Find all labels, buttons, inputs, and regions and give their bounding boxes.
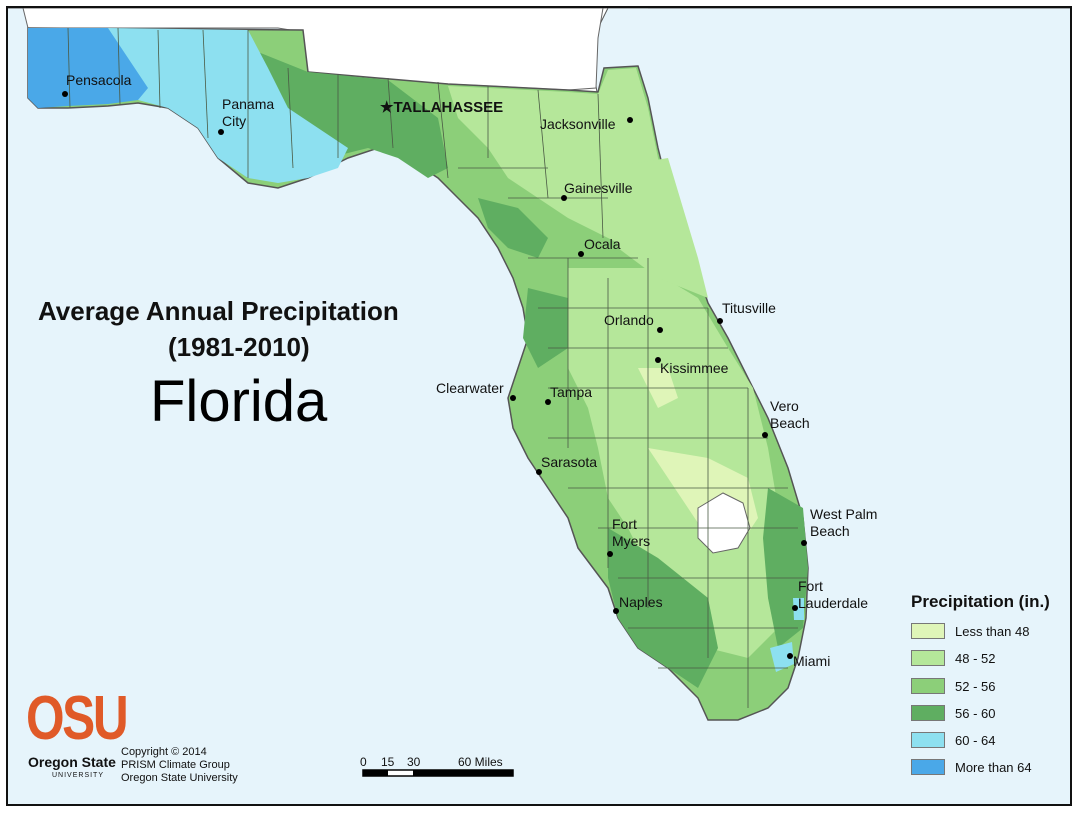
zone-over-64 <box>28 28 148 108</box>
legend-item: 52 - 56 <box>911 677 995 695</box>
copyright-text: Copyright © 2014 <box>121 746 207 758</box>
legend-label: 56 - 60 <box>955 705 996 721</box>
map-canvas <box>8 8 1070 777</box>
legend-swatch <box>911 759 945 775</box>
org-text: Oregon State University <box>121 772 238 784</box>
city-label: West Palm Beach <box>810 506 878 539</box>
legend-title: Precipitation (in.) <box>911 592 1050 611</box>
legend-item: 60 - 64 <box>911 731 995 749</box>
city-label: Ocala <box>584 236 621 252</box>
city-label: Gainesville <box>564 180 633 196</box>
scale-tick: 15 <box>381 755 395 769</box>
scale-tick: 60 Miles <box>458 755 503 769</box>
zone-56-60-bigbend <box>478 198 548 258</box>
city-label: Kissimmee <box>660 360 729 376</box>
scale-bar <box>362 769 514 777</box>
zone-60-64-ftl <box>793 598 804 620</box>
capital-name: TALLAHASSEE <box>393 99 504 116</box>
legend-swatch <box>911 732 945 748</box>
zone-60-64-panhandle <box>108 28 348 183</box>
map-frame: Average Annual Precipitation (1981-2010)… <box>6 6 1072 806</box>
scale-tick: 30 <box>407 755 421 769</box>
capital-label: ★TALLAHASSEE <box>380 99 504 116</box>
state-name: Florida <box>150 369 328 434</box>
legend-label: Less than 48 <box>955 623 1030 639</box>
legend-label: 48 - 52 <box>955 650 996 666</box>
credits-text: Copyright © 2014 PRISM Climate Group Ore… <box>121 746 238 785</box>
city-dots <box>62 91 807 659</box>
city-label: Sarasota <box>541 454 598 470</box>
zone-60-64-miami <box>770 642 794 672</box>
map-title: Average Annual Precipitation <box>38 296 399 326</box>
zone-56-60-southwest <box>608 528 718 688</box>
legend-swatch <box>911 705 945 721</box>
city-label: Fort Myers <box>612 516 651 549</box>
city-label: Panama City <box>222 96 275 129</box>
map-subtitle: (1981-2010) <box>168 332 310 362</box>
osu-logo-university: UNIVERSITY <box>52 772 105 779</box>
lake-okeechobee <box>697 492 751 554</box>
group-text: PRISM Climate Group <box>121 759 230 771</box>
city-label: Clearwater <box>436 380 504 396</box>
city-label: Titusville <box>722 300 776 316</box>
legend-item: More than 64 <box>911 758 1032 776</box>
zone-48-52-east <box>608 158 708 298</box>
osu-logo: OSU <box>26 684 129 753</box>
zone-56-60-panhandle <box>248 48 448 178</box>
county-lines <box>67 27 808 708</box>
legend-label: 60 - 64 <box>955 732 996 748</box>
legend-item: Less than 48 <box>911 622 1029 640</box>
city-label: Orlando <box>604 312 654 328</box>
legend-swatch <box>911 650 945 666</box>
osu-logo-name: Oregon State <box>28 754 116 770</box>
legend-swatch <box>911 623 945 639</box>
scale-tick: 0 <box>360 755 367 769</box>
city-label: Jacksonville <box>540 116 616 132</box>
city-label: Naples <box>619 594 663 610</box>
legend-item: 56 - 60 <box>911 704 995 722</box>
legend-label: More than 64 <box>955 759 1032 775</box>
legend-swatch <box>911 678 945 694</box>
legend-label: 52 - 56 <box>955 678 996 694</box>
city-label: Miami <box>793 653 831 669</box>
city-label: Fort Lauderdale <box>798 578 869 611</box>
legend-item: 48 - 52 <box>911 649 995 667</box>
city-label: Tampa <box>550 384 593 400</box>
city-label: Pensacola <box>66 72 132 88</box>
city-label: Vero Beach <box>770 398 810 431</box>
